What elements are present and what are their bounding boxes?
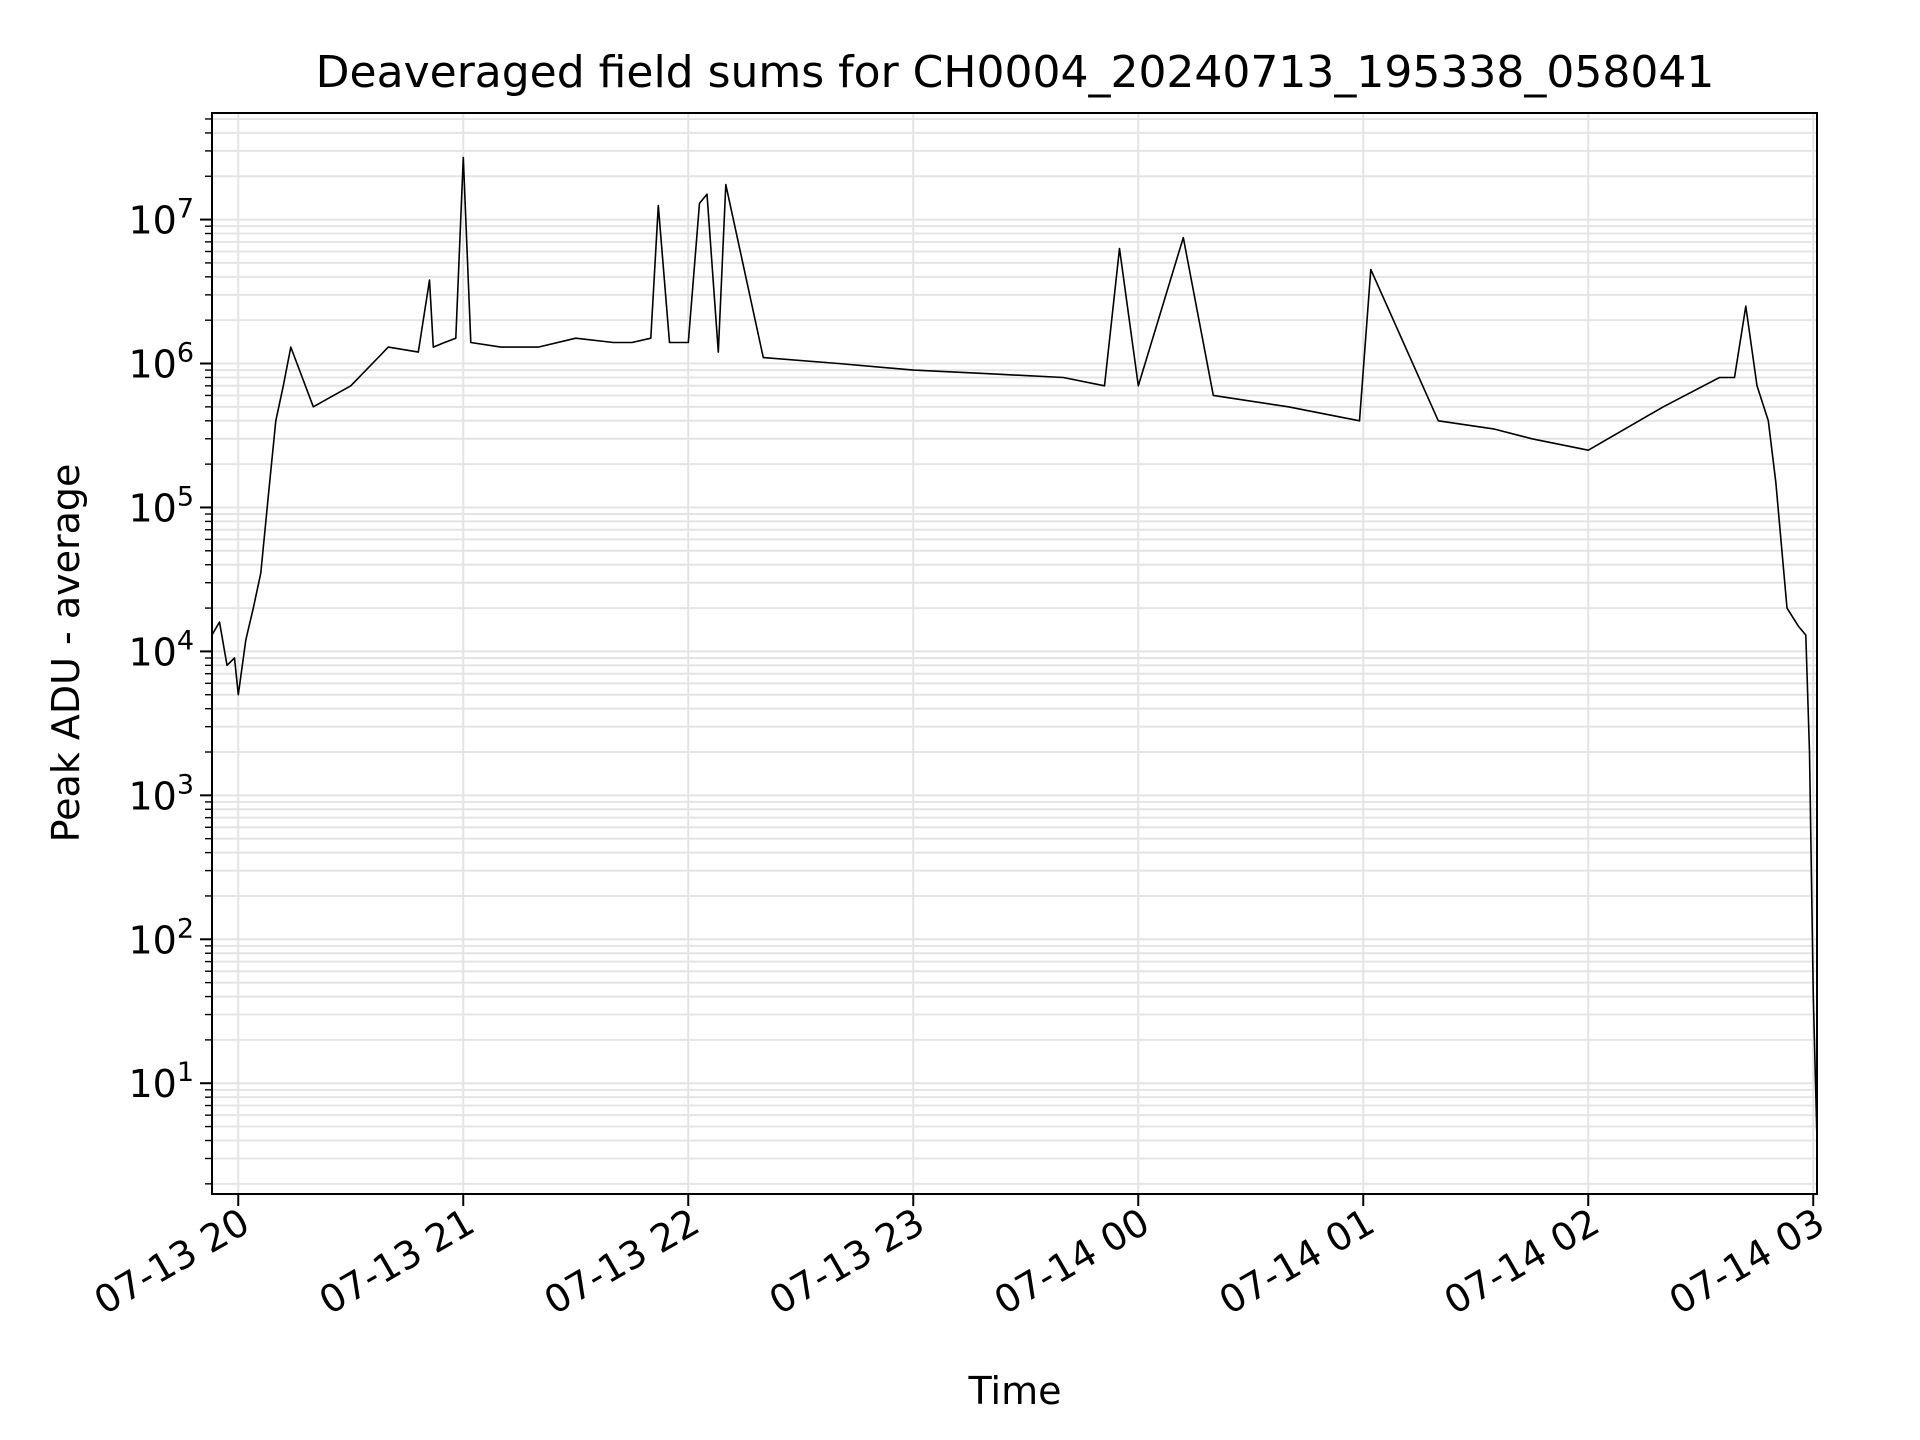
data-series-line xyxy=(211,156,1818,1141)
data-series-polyline xyxy=(211,156,1818,1141)
x-axis-label: Time xyxy=(968,1369,1062,1413)
y-tick-label: 106 xyxy=(128,338,194,387)
y-axis-ticks: 101 102 103 104 105 106 107 xyxy=(128,118,212,1185)
x-tick-label: 07-13 21 xyxy=(312,1200,482,1324)
x-axis-ticks: 07-13 20 07-13 21 07-13 22 07-13 23 07-14 00… xyxy=(87,1194,1832,1323)
x-tick-label: 07-14 03 xyxy=(1662,1200,1832,1324)
y-tick-label: 107 xyxy=(128,194,194,243)
y-tick-label: 101 xyxy=(128,1057,194,1106)
y-tick-label: 104 xyxy=(128,625,194,674)
plot-frame xyxy=(211,112,1818,1195)
y-tick-label: 105 xyxy=(128,481,194,530)
x-tick-label: 07-14 01 xyxy=(1212,1200,1382,1324)
x-tick-label: 07-13 20 xyxy=(87,1200,257,1324)
x-tick-label: 07-14 02 xyxy=(1437,1200,1607,1324)
grid-lines xyxy=(212,113,1817,1194)
chart-title: Deaveraged field sums for CH0004_2024071… xyxy=(316,47,1715,98)
y-tick-label: 102 xyxy=(128,913,194,962)
x-tick-label: 07-13 22 xyxy=(537,1200,707,1324)
x-tick-label: 07-13 23 xyxy=(762,1200,932,1324)
y-tick-label: 103 xyxy=(128,769,194,818)
y-axis-label: Peak ADU - average xyxy=(44,464,88,843)
x-tick-label: 07-14 00 xyxy=(987,1200,1157,1324)
